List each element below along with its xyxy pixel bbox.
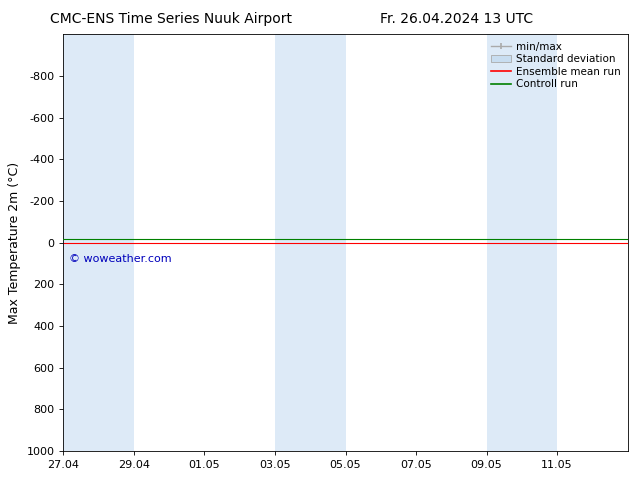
Y-axis label: Max Temperature 2m (°C): Max Temperature 2m (°C) [8, 162, 21, 323]
Bar [275, 34, 346, 451]
Bar [487, 34, 557, 451]
Text: CMC-ENS Time Series Nuuk Airport: CMC-ENS Time Series Nuuk Airport [50, 12, 292, 26]
Text: Fr. 26.04.2024 13 UTC: Fr. 26.04.2024 13 UTC [380, 12, 533, 26]
Text: © woweather.com: © woweather.com [68, 254, 171, 264]
Bar [63, 34, 134, 451]
Legend: min/max, Standard deviation, Ensemble mean run, Controll run: min/max, Standard deviation, Ensemble me… [486, 37, 624, 94]
